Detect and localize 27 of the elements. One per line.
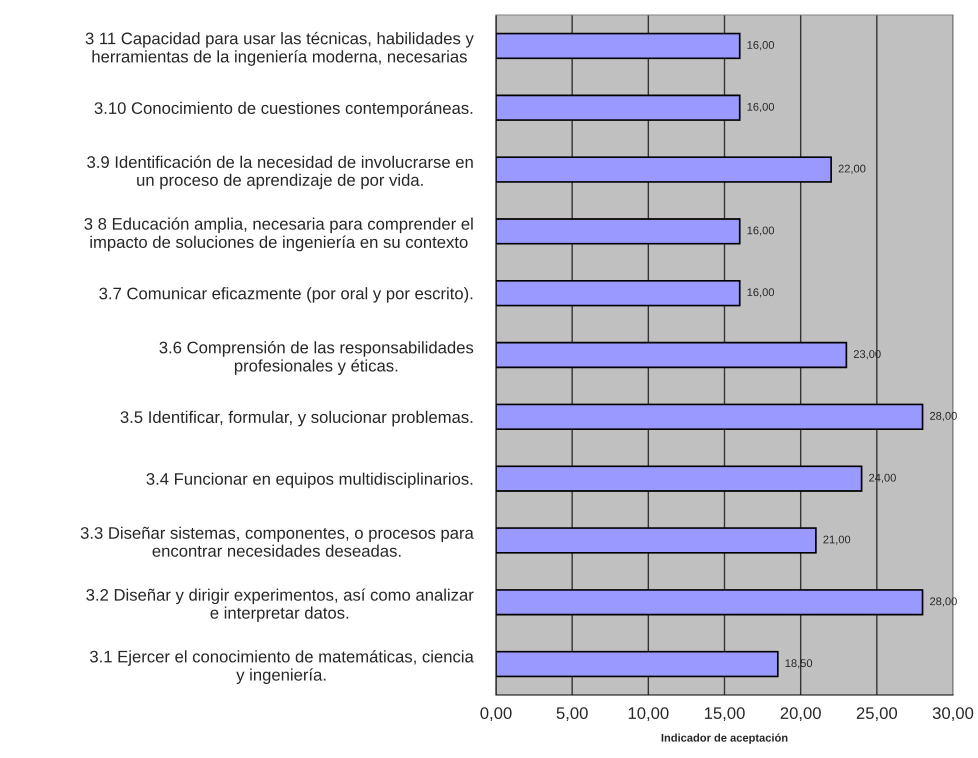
y-tick-label: 3.2 Diseñar y dirigir experimentos, así como analizar e interpretar datos. xyxy=(86,588,474,622)
data-label: 16,00 xyxy=(748,41,774,50)
data-label: 28,00 xyxy=(930,597,957,607)
y-tick-label: 3.4 Funcionar en equipos multidisciplinarios. xyxy=(146,472,472,488)
x-tick-label: 0,00 xyxy=(480,707,512,722)
y-tick-label: 3.1 Ejercer el conocimiento de matemáticas, ciencia y ingeniería. xyxy=(90,650,474,684)
y-tick-label: 3 8 Educación amplia, necesaria para comprender el impacto de soluciones de ingeniería en su contexto xyxy=(84,217,473,252)
y-tick-label: 3.9 Identificación de la necesidad de involucrarse en un proceso de aprendizaje de por vida. xyxy=(87,156,473,190)
y-tick-label: 3 11 Capacidad para usar las técnicas, habilidades y herramientas de la ingeniería moderna, necesarias xyxy=(86,32,474,66)
x-tick-label: 15,00 xyxy=(704,707,745,722)
data-label: 21,00 xyxy=(823,536,850,545)
y-tick-label: 3.10 Conocimiento de cuestiones contemporáneas. xyxy=(94,102,472,118)
y-tick-label: 3.3 Diseñar sistemas, componentes, o procesos para encontrar necesidades deseadas. xyxy=(80,526,474,557)
y-tick-label: 3.7 Comunicar eficazmente (por oral y por escrito). xyxy=(99,287,472,303)
data-label: 16,00 xyxy=(748,288,774,298)
y-tick-label: 3.6 Comprensión de las responsabilidades profesionales y éticas. xyxy=(159,340,474,375)
x-tick-label: 10,00 xyxy=(628,707,669,722)
x-axis-title: Indicador de aceptación xyxy=(662,733,788,744)
y-tick-label: 3.5 Identificar, formular, y solucionar problemas. xyxy=(120,410,472,426)
data-label: 16,00 xyxy=(748,226,774,236)
data-label: 22,00 xyxy=(838,164,866,174)
x-tick-label: 20,00 xyxy=(780,707,821,722)
x-tick-label: 5,00 xyxy=(556,707,588,722)
x-tick-label: 30,00 xyxy=(932,707,974,722)
data-label: 28,00 xyxy=(930,412,957,422)
data-label: 16,00 xyxy=(748,102,774,112)
x-tick-label: 25,00 xyxy=(856,707,898,722)
